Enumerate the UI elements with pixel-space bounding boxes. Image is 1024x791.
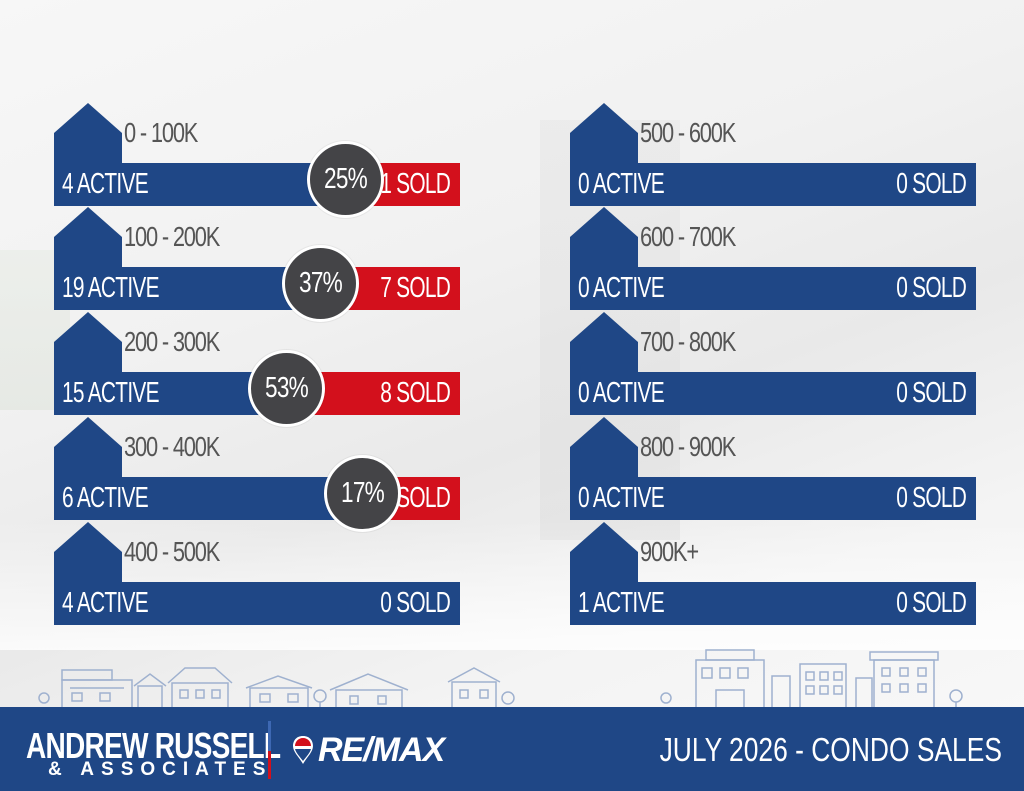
listing-bar: 4 ACTIVE 1 SOLD <box>54 163 460 206</box>
price-range-label: 500 - 600K <box>640 117 736 148</box>
house-icon <box>570 417 638 493</box>
active-count: 19 ACTIVE <box>62 272 160 304</box>
house-icon <box>570 522 638 598</box>
sold-percent-badge: 17% <box>324 455 401 532</box>
active-count: 6 ACTIVE <box>62 482 149 514</box>
price-range-label: 0 - 100K <box>124 117 198 148</box>
price-range-row: 200 - 300K 15 ACTIVE 8 SOLD 53% <box>54 312 460 427</box>
sold-count: 8 SOLD <box>380 377 451 409</box>
remax-logo: RE/MAX <box>292 725 445 775</box>
active-count: 0 ACTIVE <box>578 482 665 514</box>
sold-count: 0 SOLD <box>896 587 967 619</box>
price-range-label: 300 - 400K <box>124 431 220 462</box>
house-icon <box>54 207 122 283</box>
house-icon <box>570 312 638 388</box>
partner-name: RE/MAX <box>318 730 445 769</box>
price-range-row: 100 - 200K 19 ACTIVE 7 SOLD 37% <box>54 207 460 322</box>
report-title: JULY 2026 - CONDO SALES <box>659 731 1002 768</box>
house-icon <box>570 207 638 283</box>
footer-bar: ANDREW RUSSELL & ASSOCIATES RE/MAX JULY … <box>0 707 1024 791</box>
house-icon <box>54 103 122 179</box>
price-range-row: 300 - 400K 6 ACTIVE 1 SOLD 17% <box>54 417 460 532</box>
sold-count: 7 SOLD <box>380 272 451 304</box>
city-skyline-illustration <box>38 649 985 709</box>
price-range-row: 800 - 900K 0 ACTIVE 0 SOLD <box>570 417 976 527</box>
active-count: 1 ACTIVE <box>578 587 665 619</box>
brand-name: ANDREW RUSSELL <box>26 725 281 766</box>
remax-balloon-icon <box>293 736 313 764</box>
sold-count: 0 SOLD <box>896 482 967 514</box>
active-count: 0 ACTIVE <box>578 272 665 304</box>
price-range-row: 600 - 700K 0 ACTIVE 0 SOLD <box>570 207 976 317</box>
active-count: 0 ACTIVE <box>578 377 665 409</box>
sold-percent-badge: 53% <box>248 350 325 427</box>
listing-bar: 0 ACTIVE 0 SOLD <box>570 267 976 310</box>
listing-bar: 0 ACTIVE 0 SOLD <box>570 372 976 415</box>
price-range-label: 600 - 700K <box>640 221 736 252</box>
listing-bar: 19 ACTIVE 7 SOLD <box>54 267 460 310</box>
active-count: 15 ACTIVE <box>62 377 160 409</box>
house-icon <box>54 312 122 388</box>
sold-count: 1 SOLD <box>380 168 451 200</box>
price-range-label: 200 - 300K <box>124 326 220 357</box>
house-icon <box>54 522 122 598</box>
price-range-row: 700 - 800K 0 ACTIVE 0 SOLD <box>570 312 976 422</box>
sold-count: 0 SOLD <box>896 168 967 200</box>
price-range-row: 900K+ 1 ACTIVE 0 SOLD <box>570 522 976 632</box>
listing-bar: 1 ACTIVE 0 SOLD <box>570 582 976 625</box>
brand-divider-top <box>268 721 271 751</box>
house-icon <box>570 103 638 179</box>
active-count: 0 ACTIVE <box>578 168 665 200</box>
price-range-label: 100 - 200K <box>124 221 220 252</box>
price-range-label: 800 - 900K <box>640 431 736 462</box>
price-range-label: 400 - 500K <box>124 536 220 567</box>
sold-percent: 25% <box>324 163 368 195</box>
sold-percent: 17% <box>341 477 385 509</box>
sold-count: 0 SOLD <box>380 587 451 619</box>
sold-percent: 53% <box>265 372 309 404</box>
sold-count: 0 SOLD <box>896 272 967 304</box>
brand-subtitle: & ASSOCIATES <box>48 759 273 780</box>
sold-count: 0 SOLD <box>896 377 967 409</box>
active-count: 4 ACTIVE <box>62 587 149 619</box>
sold-percent-badge: 37% <box>282 245 359 322</box>
price-range-label: 900K+ <box>640 536 699 567</box>
price-range-label: 700 - 800K <box>640 326 736 357</box>
listing-bar: 0 ACTIVE 0 SOLD <box>570 477 976 520</box>
price-range-row: 500 - 600K 0 ACTIVE 0 SOLD <box>570 103 976 213</box>
active-count: 4 ACTIVE <box>62 168 149 200</box>
listing-bar: 0 ACTIVE 0 SOLD <box>570 163 976 206</box>
sold-percent: 37% <box>299 267 343 299</box>
price-range-row: 0 - 100K 4 ACTIVE 1 SOLD 25% <box>54 103 460 218</box>
listing-bar: 4 ACTIVE 0 SOLD <box>54 582 460 625</box>
sold-percent-badge: 25% <box>307 141 384 218</box>
house-icon <box>54 417 122 493</box>
price-range-row: 400 - 500K 4 ACTIVE 0 SOLD <box>54 522 460 632</box>
